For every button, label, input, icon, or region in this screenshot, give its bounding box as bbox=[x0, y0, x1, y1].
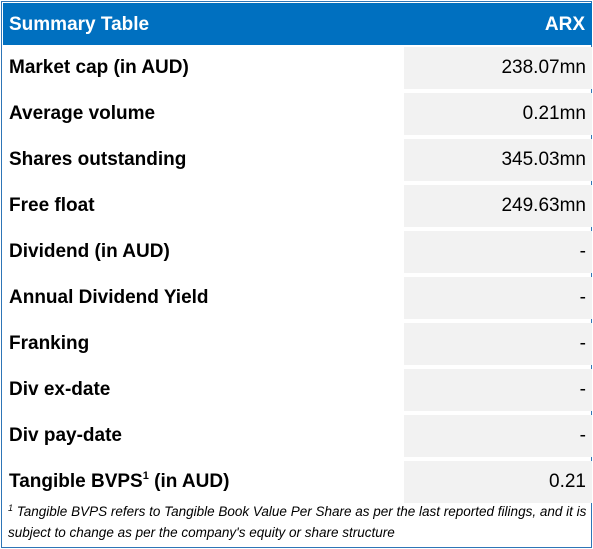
table-row: Average volume 0.21mn bbox=[3, 91, 592, 137]
row-label: Market cap (in AUD) bbox=[3, 47, 401, 89]
table-row: Franking - bbox=[3, 321, 592, 367]
footnote-text: Tangible BVPS refers to Tangible Book Va… bbox=[8, 504, 587, 540]
table-row: Tangible BVPS1 (in AUD) 0.21 bbox=[3, 459, 592, 505]
footnote-marker: 1 bbox=[8, 503, 14, 513]
row-value: - bbox=[404, 323, 592, 365]
row-label-suffix: (in AUD) bbox=[148, 471, 230, 492]
table-body: Market cap (in AUD) 238.07mn Average vol… bbox=[3, 45, 592, 505]
row-label: Franking bbox=[3, 323, 401, 365]
row-label: Average volume bbox=[3, 93, 401, 135]
row-label: Tangible BVPS1 (in AUD) bbox=[3, 461, 401, 503]
row-value: 345.03mn bbox=[404, 139, 592, 181]
row-value: - bbox=[404, 369, 592, 411]
row-value: 0.21 bbox=[404, 461, 592, 503]
table-row: Div ex-date - bbox=[3, 367, 592, 413]
row-label: Shares outstanding bbox=[3, 139, 401, 181]
row-value: 249.63mn bbox=[404, 185, 592, 227]
row-label: Div ex-date bbox=[3, 369, 401, 411]
table-row: Free float 249.63mn bbox=[3, 183, 592, 229]
table-row: Dividend (in AUD) - bbox=[3, 229, 592, 275]
row-label: Dividend (in AUD) bbox=[3, 231, 401, 273]
table-row: Annual Dividend Yield - bbox=[3, 275, 592, 321]
footnote-marker: 1 bbox=[142, 470, 149, 482]
row-value: 238.07mn bbox=[404, 47, 592, 89]
ticker-label: ARX bbox=[544, 14, 585, 35]
table-row: Market cap (in AUD) 238.07mn bbox=[3, 45, 592, 91]
row-value: - bbox=[404, 231, 592, 273]
row-label-main: Tangible BVPS bbox=[9, 471, 143, 492]
table-row: Shares outstanding 345.03mn bbox=[3, 137, 592, 183]
row-label: Annual Dividend Yield bbox=[3, 277, 401, 319]
row-value: 0.21mn bbox=[404, 93, 592, 135]
table-title: Summary Table bbox=[9, 14, 150, 35]
table-header: Summary Table ARX bbox=[3, 3, 592, 45]
row-label: Div pay-date bbox=[3, 415, 401, 457]
row-value: - bbox=[404, 415, 592, 457]
footnote: 1 Tangible BVPS refers to Tangible Book … bbox=[8, 501, 588, 543]
row-value: - bbox=[404, 277, 592, 319]
row-label: Free float bbox=[3, 185, 401, 227]
table-row: Div pay-date - bbox=[3, 413, 592, 459]
